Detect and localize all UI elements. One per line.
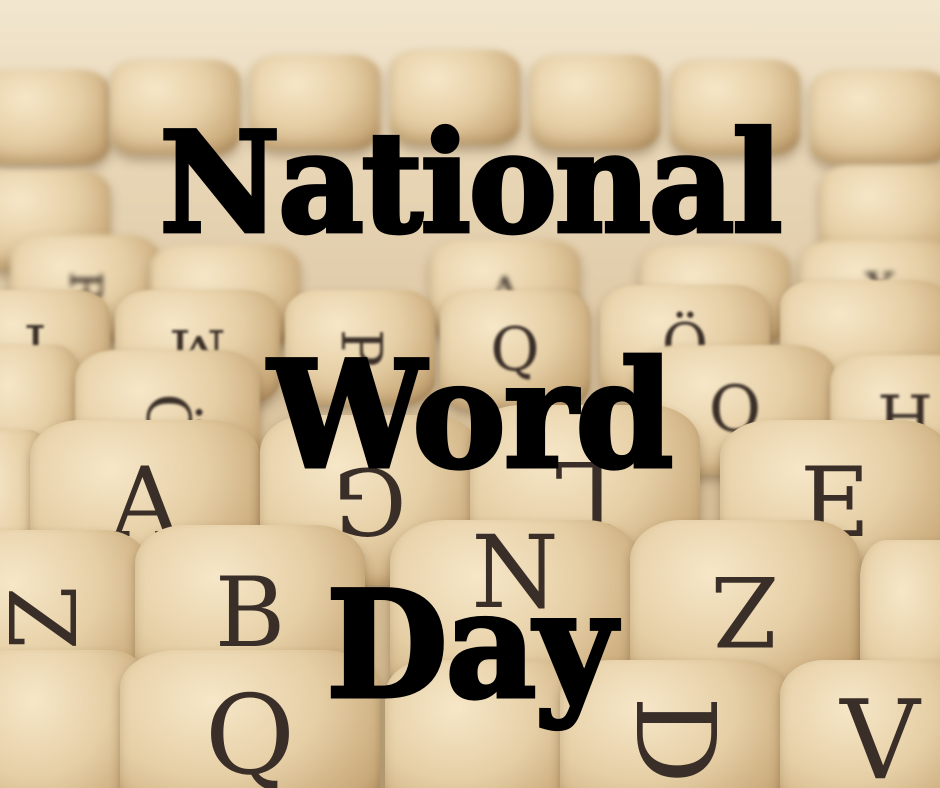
letter-tile: D <box>560 660 790 788</box>
letter-tile <box>0 70 110 165</box>
tile-letter: Q <box>490 315 540 385</box>
tile-letter: N <box>471 520 559 631</box>
letter-tile: Q <box>120 650 380 788</box>
letter-tile <box>670 60 800 155</box>
letter-tile <box>530 55 660 150</box>
tile-letter: B <box>214 556 286 669</box>
letter-tile: P <box>285 290 435 405</box>
letter-tile <box>250 55 380 150</box>
tile-letter: Q <box>204 671 296 788</box>
headline-line-national: National <box>158 102 785 265</box>
letter-tile <box>385 660 585 788</box>
headline-line-day: Day <box>324 559 617 733</box>
tile-letter: V <box>840 676 920 788</box>
letter-tile: Q <box>440 290 590 410</box>
letter-tile <box>390 50 520 145</box>
letter-tile <box>110 60 240 155</box>
headline-line-word: Word <box>267 329 676 503</box>
letter-tile: V <box>780 660 940 788</box>
letter-tile <box>810 70 940 165</box>
